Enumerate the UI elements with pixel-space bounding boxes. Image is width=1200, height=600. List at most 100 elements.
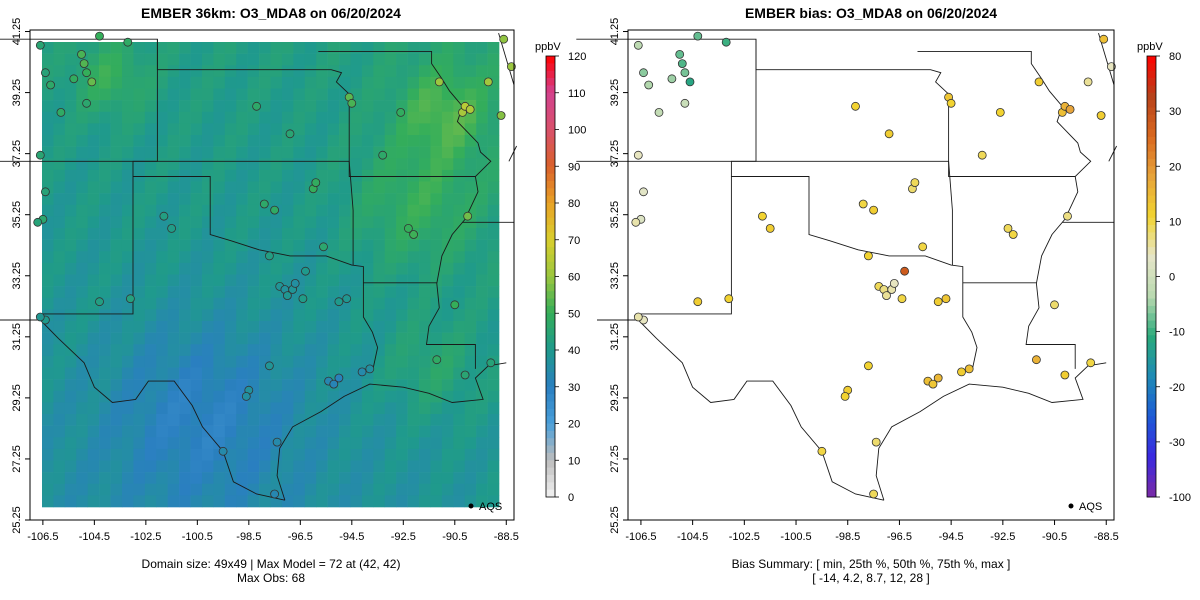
- colorbar-segment: [546, 416, 555, 424]
- grid-cell: [121, 495, 134, 508]
- colorbar-segment: [546, 438, 555, 446]
- grid-cell: [293, 193, 306, 206]
- legend-marker-icon: [1068, 503, 1074, 509]
- observation-site-marker: [301, 266, 310, 276]
- grid-cell: [179, 332, 191, 345]
- observation-site-marker: [506, 62, 516, 71]
- grid-cell: [407, 169, 420, 182]
- colorbar-segment: [1147, 85, 1156, 94]
- grid-cell: [304, 88, 317, 101]
- grid-cell: [156, 379, 168, 392]
- grid-cell: [270, 472, 283, 485]
- grid-cell: [293, 228, 306, 240]
- x-tick-label: -90.5: [442, 531, 467, 543]
- grid-cell: [87, 42, 100, 54]
- grid-cell: [156, 414, 168, 426]
- grid-cell: [430, 274, 443, 287]
- grid-cell: [441, 251, 454, 264]
- bias-site-marker: [667, 74, 677, 84]
- bias-site-marker: [680, 98, 690, 108]
- grid-cell: [384, 448, 397, 461]
- grid-cell: [487, 181, 500, 194]
- grid-cell: [144, 169, 157, 182]
- grid-cell: [384, 204, 397, 217]
- grid-cell: [179, 239, 191, 252]
- grid-cell: [42, 100, 54, 113]
- grid-cell: [179, 181, 191, 194]
- grid-cell: [384, 367, 397, 380]
- grid-cell: [110, 344, 123, 357]
- left-plot-frame: [29, 29, 515, 521]
- grid-cell: [201, 274, 214, 287]
- grid-cell: [190, 414, 203, 426]
- grid-cell: [396, 414, 408, 426]
- grid-cell: [316, 448, 328, 461]
- grid-cell: [453, 204, 466, 217]
- colorbar-tick-label: 0: [568, 492, 574, 504]
- grid-cell: [350, 53, 363, 66]
- grid-cell: [121, 53, 134, 66]
- grid-cell: [42, 146, 54, 159]
- grid-cell: [133, 472, 146, 485]
- grid-cell: [213, 88, 226, 101]
- grid-cell: [419, 332, 431, 345]
- grid-cell: [190, 286, 203, 299]
- grid-cell: [224, 135, 237, 147]
- grid-cell: [167, 251, 180, 264]
- grid-cell: [373, 309, 386, 322]
- grid-cell: [144, 135, 157, 147]
- grid-cell: [99, 332, 111, 345]
- grid-cell: [339, 158, 351, 171]
- grid-cell: [121, 472, 134, 485]
- grid-cell: [110, 88, 123, 101]
- grid-cell: [453, 355, 466, 368]
- grid-cell: [407, 100, 420, 113]
- grid-cell: [259, 448, 271, 461]
- grid-cell: [384, 274, 397, 287]
- grid-cell: [76, 367, 89, 380]
- grid-cell: [419, 297, 431, 310]
- grid-cell: [133, 448, 146, 461]
- grid-cell: [407, 379, 420, 392]
- grid-cell: [53, 239, 66, 252]
- grid-cell: [179, 355, 191, 368]
- grid-cell: [384, 309, 397, 322]
- colorbar-segment: [1147, 445, 1156, 454]
- grid-cell: [339, 321, 351, 333]
- grid-cell: [487, 274, 500, 287]
- grid-cell: [53, 181, 66, 194]
- grid-cell: [270, 88, 283, 101]
- grid-cell: [441, 286, 454, 299]
- colorbar-segment: [1147, 254, 1156, 263]
- grid-cell: [373, 53, 386, 66]
- left-colorbar-unit: ppbV: [535, 41, 561, 53]
- grid-cell: [373, 286, 386, 299]
- x-tick-label: -96.5: [288, 531, 313, 543]
- grid-cell: [339, 111, 351, 124]
- grid-cell: [441, 135, 454, 147]
- grid-cell: [156, 297, 168, 310]
- grid-cell: [156, 228, 168, 240]
- grid-cell: [487, 414, 500, 426]
- grid-cell: [213, 448, 226, 461]
- grid-cell: [42, 344, 54, 357]
- grid-cell: [316, 262, 328, 275]
- grid-cell: [304, 367, 317, 380]
- grid-cell: [76, 355, 89, 368]
- boundary-line: [1108, 145, 1118, 162]
- grid-cell: [167, 262, 180, 275]
- grid-cell: [167, 274, 180, 287]
- grid-cell: [304, 495, 317, 508]
- grid-cell: [350, 448, 363, 461]
- grid-cell: [487, 123, 500, 136]
- grid-cell: [293, 332, 306, 345]
- grid-cell: [316, 181, 328, 194]
- grid-cell: [201, 262, 214, 275]
- colorbar-segment: [1147, 261, 1156, 270]
- grid-cell: [236, 76, 248, 89]
- grid-cell: [339, 216, 351, 229]
- grid-cell: [453, 42, 466, 54]
- grid-cell: [259, 76, 271, 89]
- grid-cell: [293, 100, 306, 113]
- grid-cell: [87, 65, 100, 78]
